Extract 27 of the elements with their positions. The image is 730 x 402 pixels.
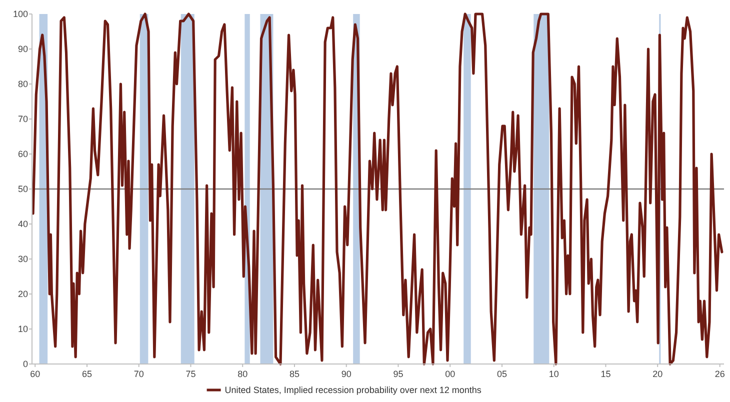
x-tick-label: 95 (393, 369, 404, 379)
x-tick-label: 70 (134, 369, 144, 379)
y-tick-label: 40 (18, 219, 28, 230)
y-tick-label: 10 (18, 324, 28, 334)
y-tick-label: 80 (18, 79, 28, 90)
x-tick-label: 26 (714, 369, 725, 379)
x-tick-label: 60 (30, 369, 40, 379)
x-tick-label: 00 (445, 369, 456, 379)
x-tick-label: 75 (186, 369, 196, 379)
x-tick-label: 65 (82, 369, 92, 379)
y-tick-label: 70 (18, 114, 28, 124)
x-tick-label: 10 (548, 369, 559, 379)
x-tick-label: 20 (652, 369, 663, 379)
line-series (32, 12, 724, 366)
y-tick-label: 90 (18, 44, 28, 54)
x-tick-label: 90 (341, 369, 352, 379)
y-tick-label: 100 (12, 9, 28, 20)
y-tick-label: 50 (18, 184, 28, 194)
x-tick-label: 05 (496, 369, 507, 379)
legend-label: United States, Implied recession probability over next 12 months (224, 385, 482, 396)
y-tick-label: 20 (18, 289, 28, 300)
y-tick-label: 30 (18, 254, 28, 264)
x-tick-label: 85 (289, 369, 300, 379)
x-tick-label: 80 (238, 369, 248, 379)
x-tick-label: 15 (600, 369, 611, 379)
y-tick-label: 60 (18, 149, 28, 160)
y-tick-label: 0 (22, 359, 28, 370)
